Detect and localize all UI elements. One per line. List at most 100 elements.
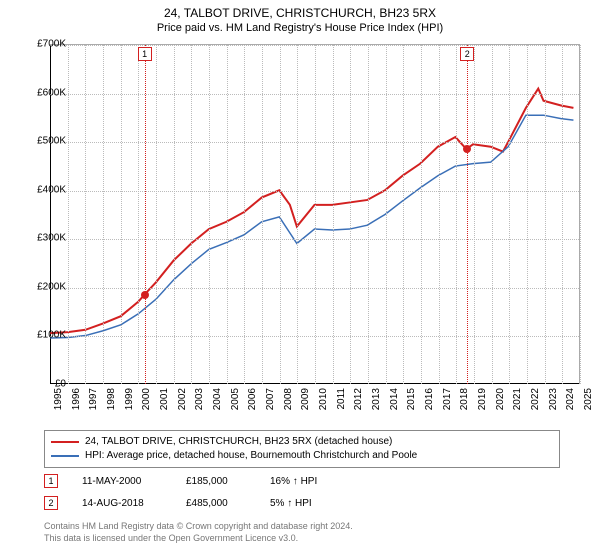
gridline-v [262,45,263,384]
y-tick-label: £700K [37,39,66,50]
gridline-v [527,45,528,384]
gridline-v [456,45,457,384]
sale-marker-badge: 1 [138,47,152,61]
series-line [50,89,573,334]
gridline-v [121,45,122,384]
gridline-v [209,45,210,384]
sale-price: £185,000 [186,476,246,487]
gridline-v [562,45,563,384]
sale-diff: 5% ↑ HPI [270,498,350,509]
gridline-v [368,45,369,384]
footer-line-2: This data is licensed under the Open Gov… [44,532,560,544]
gridline-v [580,45,581,384]
legend-swatch [51,441,79,443]
sale-price: £485,000 [186,498,246,509]
sale-date: 14-AUG-2018 [82,498,162,509]
x-tick-label: 2019 [477,388,488,410]
x-tick-label: 2005 [230,388,241,410]
chart-subtitle: Price paid vs. HM Land Registry's House … [0,20,600,34]
legend-label: 24, TALBOT DRIVE, CHRISTCHURCH, BH23 5RX… [85,435,392,449]
legend-item: 24, TALBOT DRIVE, CHRISTCHURCH, BH23 5RX… [51,435,553,449]
x-tick-label: 1997 [88,388,99,410]
sale-row-badge: 1 [44,474,58,488]
gridline-v [280,45,281,384]
gridline-v [350,45,351,384]
gridline-v [103,45,104,384]
gridline-v [244,45,245,384]
gridline-v [227,45,228,384]
sale-marker-line [145,45,146,384]
gridline-v [509,45,510,384]
y-tick-label: £400K [37,184,66,195]
gridline-v [474,45,475,384]
gridline-v [138,45,139,384]
gridline-v [85,45,86,384]
gridline-v [386,45,387,384]
x-tick-label: 2008 [283,388,294,410]
x-tick-label: 2009 [300,388,311,410]
x-tick-label: 2012 [353,388,364,410]
x-tick-label: 2022 [530,388,541,410]
x-tick-label: 2004 [212,388,223,410]
footer-line-1: Contains HM Land Registry data © Crown c… [44,520,560,532]
gridline-v [492,45,493,384]
sale-date: 11-MAY-2000 [82,476,162,487]
x-tick-label: 2010 [318,388,329,410]
x-tick-label: 2020 [495,388,506,410]
x-tick-label: 2014 [389,388,400,410]
sale-row-badge: 2 [44,496,58,510]
gridline-v [545,45,546,384]
sale-marker-dot [141,291,149,299]
x-tick-label: 2024 [565,388,576,410]
x-tick-label: 2021 [512,388,523,410]
x-tick-label: 1999 [124,388,135,410]
x-tick-label: 2002 [177,388,188,410]
x-tick-label: 2016 [424,388,435,410]
y-tick-label: £600K [37,87,66,98]
legend-label: HPI: Average price, detached house, Bour… [85,449,417,463]
x-tick-label: 2015 [406,388,417,410]
x-tick-label: 2011 [336,388,347,410]
x-tick-label: 1995 [53,388,64,410]
sale-marker-badge: 2 [460,47,474,61]
sale-marker-dot [463,145,471,153]
gridline-v [333,45,334,384]
gridline-v [315,45,316,384]
sale-marker-line [467,45,468,384]
gridline-v [68,45,69,384]
sale-diff: 16% ↑ HPI [270,476,350,487]
gridline-v [421,45,422,384]
y-tick-label: £500K [37,136,66,147]
x-tick-label: 2018 [459,388,470,410]
chart-container: 24, TALBOT DRIVE, CHRISTCHURCH, BH23 5RX… [0,0,600,560]
x-tick-label: 2025 [583,388,594,410]
x-tick-label: 1998 [106,388,117,410]
legend-item: HPI: Average price, detached house, Bour… [51,449,553,463]
chart-title: 24, TALBOT DRIVE, CHRISTCHURCH, BH23 5RX [0,0,600,20]
y-tick-label: £200K [37,281,66,292]
x-tick-label: 2023 [548,388,559,410]
x-tick-label: 1996 [71,388,82,410]
x-tick-label: 2013 [371,388,382,410]
gridline-v [191,45,192,384]
gridline-v [403,45,404,384]
sale-row: 1 11-MAY-2000 £185,000 16% ↑ HPI [44,470,560,492]
x-tick-label: 2017 [442,388,453,410]
gridline-v [156,45,157,384]
legend: 24, TALBOT DRIVE, CHRISTCHURCH, BH23 5RX… [44,430,560,468]
gridline-v [297,45,298,384]
x-tick-label: 2000 [141,388,152,410]
gridline-v [439,45,440,384]
x-tick-label: 2006 [247,388,258,410]
plot-area: 12 [50,44,580,384]
sales-table: 1 11-MAY-2000 £185,000 16% ↑ HPI 2 14-AUG-201… [44,470,560,514]
x-tick-label: 2007 [265,388,276,410]
sale-row: 2 14-AUG-2018 £485,000 5% ↑ HPI [44,492,560,514]
y-tick-label: £300K [37,233,66,244]
x-tick-label: 2001 [159,388,170,410]
gridline-v [174,45,175,384]
legend-swatch [51,455,79,457]
y-tick-label: £100K [37,330,66,341]
x-tick-label: 2003 [194,388,205,410]
footer-attribution: Contains HM Land Registry data © Crown c… [44,520,560,544]
